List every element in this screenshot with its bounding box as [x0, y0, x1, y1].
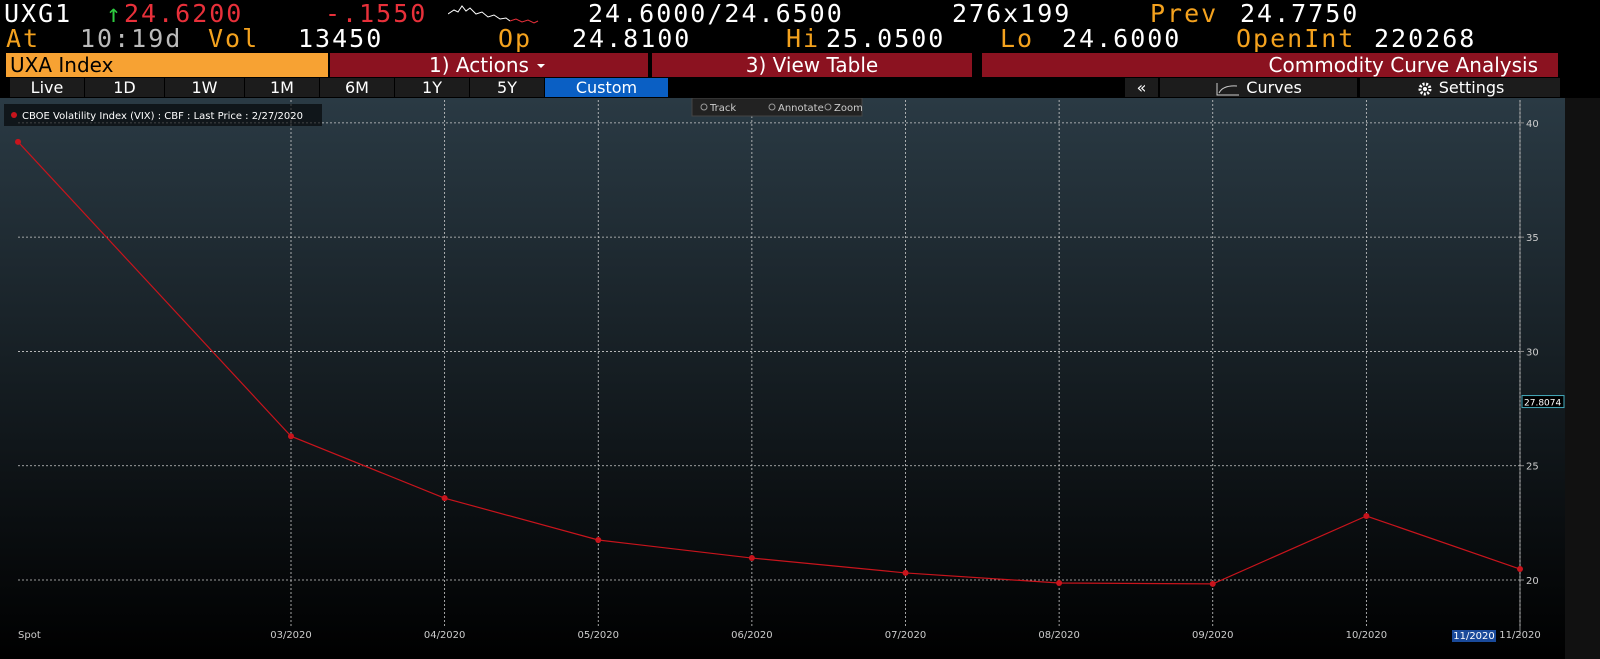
- dropdown-icon: [536, 64, 545, 68]
- range-tab[interactable]: 1Y: [395, 78, 470, 97]
- x-tick-label: 08/2020: [1038, 630, 1080, 641]
- sparkline: [448, 5, 539, 24]
- settings-button[interactable]: Settings: [1360, 78, 1561, 97]
- legend-box: [4, 104, 322, 126]
- range-tab[interactable]: Custom: [545, 78, 669, 97]
- last-price: 24.6200: [124, 0, 244, 28]
- x-tick-label: 03/2020: [270, 630, 312, 641]
- range-tab[interactable]: 1D: [85, 78, 165, 97]
- vol: 13450: [298, 24, 384, 53]
- tool-icon: [768, 103, 776, 111]
- low-label: Lo: [1000, 24, 1035, 53]
- bid-ask: 24.6000/24.6500: [588, 0, 844, 28]
- x-tick-label: 10/2020: [1346, 630, 1388, 641]
- view-table-button[interactable]: 3) View Table: [652, 53, 972, 77]
- x-tick-label: 05/2020: [577, 630, 619, 641]
- y-tick-label: 40: [1526, 119, 1539, 130]
- collapse-button[interactable]: «: [1125, 78, 1159, 97]
- change: -.1550: [325, 0, 428, 28]
- data-point: [1363, 513, 1370, 519]
- data-point: [595, 537, 602, 543]
- gear-icon: [1418, 82, 1432, 95]
- chart-tool[interactable]: Zoom: [834, 103, 863, 114]
- scrollbar: [1565, 98, 1600, 659]
- size: 276x199: [952, 0, 1072, 28]
- x-tick-label: 04/2020: [424, 630, 466, 641]
- tool-icon: [824, 103, 832, 111]
- legend-marker: [11, 112, 17, 118]
- direction: ↑: [106, 0, 124, 28]
- high: 25.0500: [826, 24, 946, 53]
- range-tab[interactable]: 5Y: [470, 78, 545, 97]
- range-tab[interactable]: Live: [10, 78, 85, 97]
- open-int-label: OpenInt: [1236, 24, 1356, 53]
- function-title: Commodity Curve Analysis: [982, 53, 1558, 77]
- crosshair-label: 11/2020: [1453, 631, 1495, 642]
- chart-tool[interactable]: Annotate: [778, 103, 824, 114]
- prev: 24.7750: [1240, 0, 1360, 28]
- range-tab[interactable]: 1W: [165, 78, 245, 97]
- series-line: [17, 141, 1521, 585]
- low: 24.6000: [1062, 24, 1182, 53]
- crosshair-box: [1452, 630, 1496, 642]
- prev-label: Prev: [1150, 0, 1219, 28]
- open: 24.8100: [572, 24, 692, 53]
- chart-tool[interactable]: Track: [709, 103, 736, 114]
- tool-icon: [700, 103, 708, 111]
- data-point: [1517, 566, 1523, 573]
- at-label: At: [6, 24, 41, 53]
- security-box[interactable]: UXA Index: [6, 53, 328, 77]
- open-int: 220268: [1374, 24, 1477, 53]
- vol-label: Vol: [208, 24, 260, 53]
- data-point: [441, 495, 448, 502]
- y-tick-label: 20: [1526, 576, 1539, 587]
- chart: 20 25 30 35 40 Spot 03/2020 04/2020 05/2020 06/20…: [0, 98, 1565, 659]
- data-point: [15, 138, 21, 145]
- last-price-tag: [1521, 395, 1565, 409]
- x-tick-label: 11/2020: [1499, 630, 1541, 641]
- actions-button[interactable]: 1) Actions: [330, 53, 648, 77]
- x-tick-label: 09/2020: [1192, 630, 1234, 641]
- chart-background: [0, 98, 1565, 659]
- curves-icon: [1216, 82, 1240, 95]
- open-label: Op: [498, 24, 533, 53]
- ticker: UXG1: [4, 0, 73, 28]
- high-label: Hi: [786, 24, 821, 53]
- settings-text: Settings: [1438, 78, 1505, 97]
- data-point: [1209, 580, 1216, 587]
- time: 10:19d: [80, 24, 183, 53]
- tool-bar: [691, 98, 863, 117]
- data-point: [902, 569, 909, 576]
- last-price-label: 27.8074: [1524, 399, 1561, 409]
- range-tab[interactable]: 1M: [245, 78, 320, 97]
- x-tick-label: Spot: [18, 630, 41, 641]
- data-point: [748, 555, 755, 562]
- legend-entry: CBOE Volatility Index (VIX) : CBF : Last…: [22, 111, 303, 122]
- y-tick-label: 35: [1526, 233, 1539, 244]
- data-point: [1056, 579, 1063, 586]
- y-tick-label: 25: [1526, 462, 1539, 473]
- x-tick-label: 06/2020: [731, 630, 773, 641]
- curves-button[interactable]: Curves: [1160, 78, 1358, 97]
- x-tick-label: 07/2020: [885, 630, 927, 641]
- y-tick-label: 30: [1526, 347, 1539, 358]
- curves-text: Curves: [1246, 78, 1302, 97]
- data-point: [288, 433, 294, 440]
- actions-text: 1) Actions: [429, 53, 529, 77]
- range-tab[interactable]: 6M: [320, 78, 395, 97]
